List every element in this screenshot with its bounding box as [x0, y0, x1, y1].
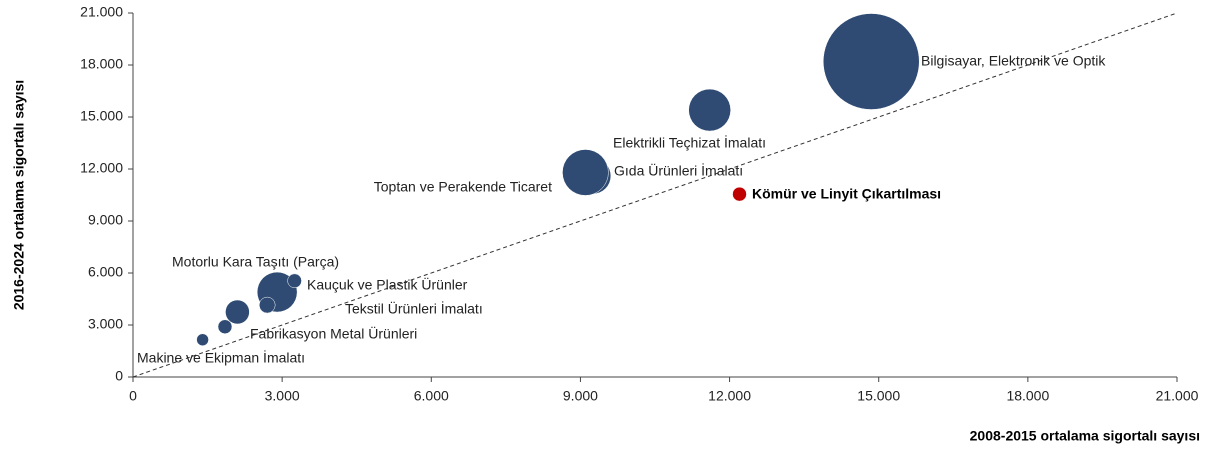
bubble [562, 149, 609, 196]
x-tick-label: 15.000 [857, 388, 900, 404]
bubble [732, 186, 747, 202]
bubble [196, 333, 209, 346]
point-label: Kömür ve Linyit Çıkartılması [752, 186, 941, 202]
y-axis-title: 2016-2024 ortalama sigortalı sayısı [11, 80, 27, 310]
bubble [258, 296, 276, 314]
point-label: Elektrikli Teçhizat İmalatı [613, 134, 766, 151]
point-label: Toptan ve Perakende Ticaret [374, 179, 552, 195]
bubble [823, 13, 920, 110]
diagonal-line [132, 12, 1178, 378]
point-label: Makine ve Ekipman İmalatı [137, 349, 305, 366]
point-label: Motorlu Kara Taşıtı (Parça) [172, 254, 339, 270]
x-tick-label: 18.000 [1006, 388, 1049, 404]
y-tick-label: 6.000 [88, 264, 123, 280]
bubble [287, 273, 302, 289]
bubble [688, 88, 731, 132]
y-tick-label: 3.000 [88, 316, 123, 332]
point-label: Kauçuk ve Plastik Ürünler [307, 276, 468, 293]
bubble [217, 319, 233, 334]
y-tick-label: 9.000 [88, 212, 123, 228]
point-label: Tekstil Ürünleri İmalatı [345, 300, 483, 317]
x-tick-label: 9.000 [563, 388, 598, 404]
point-label: Fabrikasyon Metal Ürünleri [250, 325, 417, 342]
y-tick-label: 0 [115, 368, 123, 384]
point-label: Gıda Ürünleri İmalatı [614, 162, 743, 179]
x-tick-label: 3.000 [265, 388, 300, 404]
x-axis-title: 2008-2015 ortalama sigortalı sayısı [970, 428, 1200, 444]
x-tick-label: 6.000 [414, 388, 449, 404]
y-tick-label: 21.000 [80, 4, 123, 20]
y-tick-label: 15.000 [80, 108, 123, 124]
x-tick-label: 0 [129, 388, 137, 404]
x-tick-label: 12.000 [708, 388, 751, 404]
point-label: Bilgisayar, Elektronik ve Optik [921, 53, 1106, 69]
x-tick-label: 21.000 [1156, 388, 1199, 404]
y-tick-label: 18.000 [80, 56, 123, 72]
y-tick-label: 12.000 [80, 160, 123, 176]
bubble [225, 299, 250, 325]
